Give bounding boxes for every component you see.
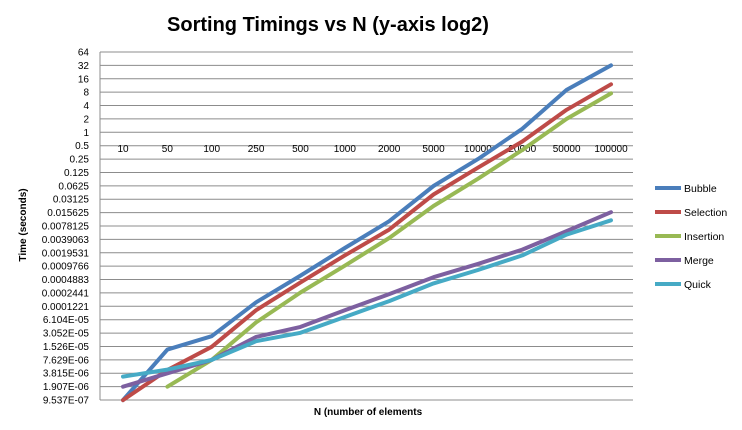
series-line-bubble: [121, 63, 613, 403]
legend-label-bubble: Bubble: [684, 183, 717, 195]
x-tick-label: 100: [203, 144, 220, 155]
y-tick-label: 2: [83, 114, 89, 125]
y-tick-label: 0.125: [64, 168, 89, 179]
legend: Bubble Selection Insertion Merge Quick: [655, 183, 727, 291]
series-line-insertion: [165, 91, 613, 389]
y-tick-label: 4: [83, 101, 89, 112]
y-tick-label: 0.015625: [47, 208, 89, 219]
y-axis-label: Time (seconds): [18, 188, 29, 261]
series-lines: [121, 63, 613, 403]
y-tick-label: 64: [78, 48, 90, 59]
y-tick-label: 0.0078125: [42, 222, 90, 233]
y-tick-label: 7.629E-06: [43, 355, 90, 366]
legend-label-selection: Selection: [684, 207, 727, 219]
x-tick-label: 50: [162, 144, 174, 155]
legend-label-quick: Quick: [684, 279, 712, 291]
y-tick-labels: 64 32 16 8 4 2 1 0.5 0.25 0.125 0.0625 0.03125 0.015…: [42, 48, 90, 407]
y-tick-label: 6.104E-05: [43, 315, 90, 326]
y-tick-label: 8: [83, 88, 89, 99]
y-tick-label: 0.03125: [53, 195, 90, 206]
x-tick-label: 2000: [378, 144, 401, 155]
chart-title: Sorting Timings vs N (y-axis log2): [167, 14, 489, 36]
x-tick-label: 50000: [553, 144, 581, 155]
y-tick-label: 0.0009766: [42, 262, 90, 273]
x-tick-label: 250: [248, 144, 265, 155]
y-tick-label: 32: [78, 61, 90, 72]
y-tick-label: 0.0625: [58, 181, 89, 192]
y-tick-label: 0.0019531: [42, 248, 90, 259]
y-tick-label: 0.25: [70, 155, 90, 166]
gridlines: [99, 51, 633, 401]
y-tick-label: 3.052E-05: [43, 329, 90, 340]
x-tick-label: 1000: [334, 144, 357, 155]
legend-label-insertion: Insertion: [684, 231, 724, 243]
series-line-selection: [121, 82, 613, 403]
series-line-merge: [121, 210, 613, 389]
x-axis-label: N (number of elements: [314, 407, 423, 418]
y-tick-label: 0.5: [75, 141, 89, 152]
y-tick-label: 1.907E-06: [43, 382, 90, 393]
x-tick-label: 100000: [594, 144, 628, 155]
legend-label-merge: Merge: [684, 255, 714, 267]
y-tick-label: 1: [83, 128, 89, 139]
x-tick-label: 500: [292, 144, 309, 155]
y-tick-label: 0.0004883: [42, 275, 90, 286]
series-line-quick: [121, 218, 613, 379]
y-tick-label: 16: [78, 74, 90, 85]
x-tick-label: 5000: [422, 144, 445, 155]
y-tick-label: 3.815E-06: [43, 369, 90, 380]
x-tick-label: 10000: [464, 144, 492, 155]
y-tick-label: 9.537E-07: [43, 396, 90, 407]
y-tick-label: 0.0002441: [42, 288, 90, 299]
y-tick-label: 1.526E-05: [43, 342, 90, 353]
y-tick-label: 0.0039063: [42, 235, 90, 246]
x-tick-label: 10: [117, 144, 129, 155]
y-tick-label: 0.0001221: [42, 302, 90, 313]
